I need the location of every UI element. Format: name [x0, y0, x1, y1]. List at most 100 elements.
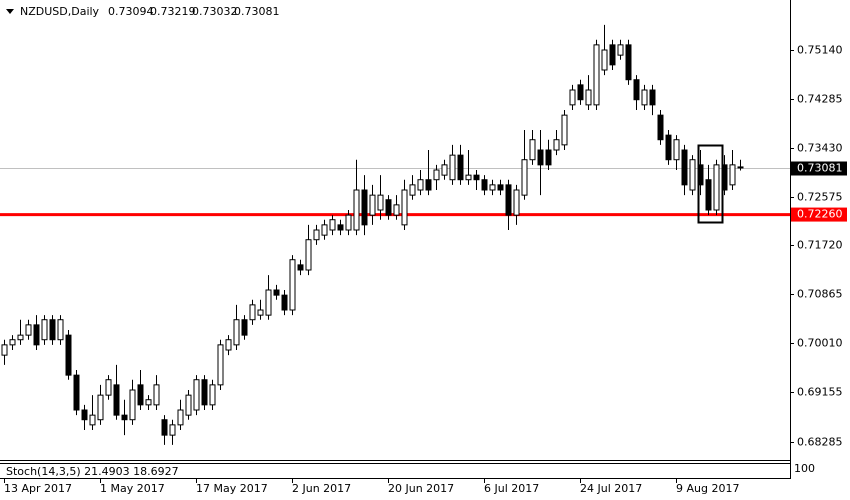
candle-body — [553, 139, 560, 151]
candle-body — [329, 219, 336, 231]
candle-body — [625, 44, 632, 81]
x-tick-label: 1 May 2017 — [100, 482, 165, 495]
candle-body — [81, 409, 88, 421]
current-price-label: 0.73081 — [797, 162, 843, 175]
level-label: 0.72260 — [797, 208, 843, 221]
candle-body — [417, 179, 424, 191]
candle-body — [569, 89, 576, 106]
ohlc-high: 0.73219 — [150, 5, 196, 18]
candle-body — [201, 379, 208, 406]
candle-body — [257, 309, 264, 316]
candle-body — [321, 224, 328, 236]
candle-body — [1, 344, 8, 356]
candle-body — [89, 414, 96, 426]
candle-body — [161, 419, 168, 436]
y-tick-label: 0.69155 — [797, 386, 843, 399]
y-tick-label: 0.74285 — [797, 93, 843, 106]
candle-body — [217, 344, 224, 386]
y-tick-label: 0.75140 — [797, 44, 843, 57]
candle-body — [345, 214, 352, 231]
candle-body — [513, 189, 520, 216]
candle-body — [497, 184, 504, 191]
chart-title: NZDUSD,Daily — [20, 5, 100, 18]
candle-body — [409, 184, 416, 196]
candle-body — [25, 324, 32, 336]
candle-body — [657, 114, 664, 141]
candle-body — [241, 319, 248, 336]
y-tick-label: 0.72575 — [797, 191, 843, 204]
candle-body — [713, 164, 720, 211]
candle-body — [113, 384, 120, 416]
candle-body — [481, 179, 488, 191]
candle-body — [649, 89, 656, 106]
candle-body — [433, 169, 440, 181]
indicator-signal: 18.6927 — [133, 465, 179, 478]
current-price-label-box — [791, 161, 847, 176]
candle-body — [193, 379, 200, 411]
candle-body — [169, 424, 176, 436]
candle-body — [561, 114, 568, 146]
ohlc-close: 0.73081 — [234, 5, 280, 18]
indicator-tick-label: 100 — [794, 462, 815, 475]
candle-body — [313, 229, 320, 241]
candle-body — [729, 164, 736, 186]
candle-body — [33, 324, 40, 346]
candle-body — [121, 414, 128, 421]
candle-body — [73, 374, 80, 411]
y-tick-label: 0.73430 — [797, 142, 843, 155]
candle-body — [401, 189, 408, 226]
indicator-main: 21.4903 — [84, 465, 130, 478]
candle-body — [505, 184, 512, 216]
highlight-box — [697, 144, 724, 224]
candle-body — [273, 289, 280, 296]
candle-body — [9, 339, 16, 346]
candle-body — [641, 89, 648, 106]
candle-body — [225, 339, 232, 351]
candle-body — [17, 334, 24, 341]
candle-body — [305, 239, 312, 271]
candle-body — [65, 334, 72, 376]
x-tick-label: 24 Jul 2017 — [580, 482, 642, 495]
candle-body — [689, 159, 696, 191]
candle-body — [537, 149, 544, 166]
candle-body — [57, 319, 64, 341]
candle-body — [265, 289, 272, 316]
candle-body — [137, 384, 144, 406]
candle-body — [737, 166, 744, 169]
candle-body — [185, 394, 192, 416]
x-tick-label: 13 Apr 2017 — [4, 482, 72, 495]
candle-body — [289, 259, 296, 311]
candle-body — [457, 154, 464, 181]
candle-body — [393, 204, 400, 216]
candle-body — [489, 184, 496, 191]
candle-body — [297, 264, 304, 271]
candle-body — [97, 394, 104, 421]
candle-body — [233, 319, 240, 346]
candle-body — [449, 154, 456, 181]
candle-body — [577, 84, 584, 101]
candle-body — [705, 179, 712, 211]
y-tick-label: 0.71720 — [797, 239, 843, 252]
candle-body — [129, 389, 136, 421]
candle-body — [41, 319, 48, 341]
candle-body — [609, 44, 616, 66]
candle-body — [673, 139, 680, 161]
candle-body — [665, 134, 672, 161]
candle-body — [369, 194, 376, 216]
candle-body — [337, 224, 344, 231]
x-tick-label: 20 Jun 2017 — [388, 482, 454, 495]
candle-body — [281, 294, 288, 311]
candle-body — [617, 44, 624, 56]
candle-body — [529, 139, 536, 161]
candle-body — [633, 79, 640, 101]
candle-body — [441, 164, 448, 176]
candle-body — [681, 149, 688, 186]
ohlc-low: 0.73032 — [192, 5, 238, 18]
candle-body — [545, 149, 552, 166]
x-tick-label: 2 Jun 2017 — [292, 482, 351, 495]
candle-body — [145, 399, 152, 406]
candle-body — [521, 159, 528, 196]
candle-body — [473, 174, 480, 181]
candle-body — [353, 189, 360, 231]
candle-body — [465, 174, 472, 181]
